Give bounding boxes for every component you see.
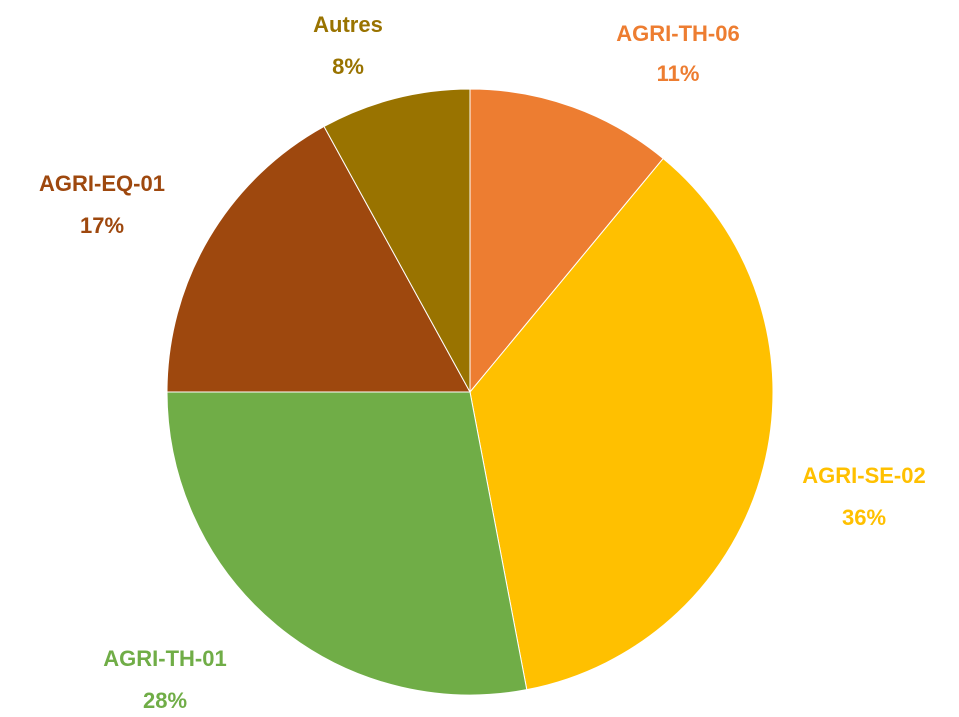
slice-value-label: 11% <box>657 61 700 86</box>
slice-value-label: 8% <box>332 54 364 79</box>
pie-slice <box>166 125 471 393</box>
slice-label: AGRI-TH-01 <box>103 646 226 671</box>
pie-slice <box>469 157 774 691</box>
pie-slice <box>166 391 528 696</box>
slice-value-label: 17% <box>80 213 124 238</box>
pie-slice <box>469 88 664 394</box>
slice-label: AGRI-TH-06 <box>616 21 739 46</box>
pie-slice <box>323 88 471 393</box>
slice-label: Autres <box>313 12 383 37</box>
slice-value-label: 28% <box>143 688 187 713</box>
slice-label: AGRI-EQ-01 <box>39 171 165 196</box>
slice-label: AGRI-SE-02 <box>802 463 925 488</box>
slice-value-label: 36% <box>842 505 886 530</box>
